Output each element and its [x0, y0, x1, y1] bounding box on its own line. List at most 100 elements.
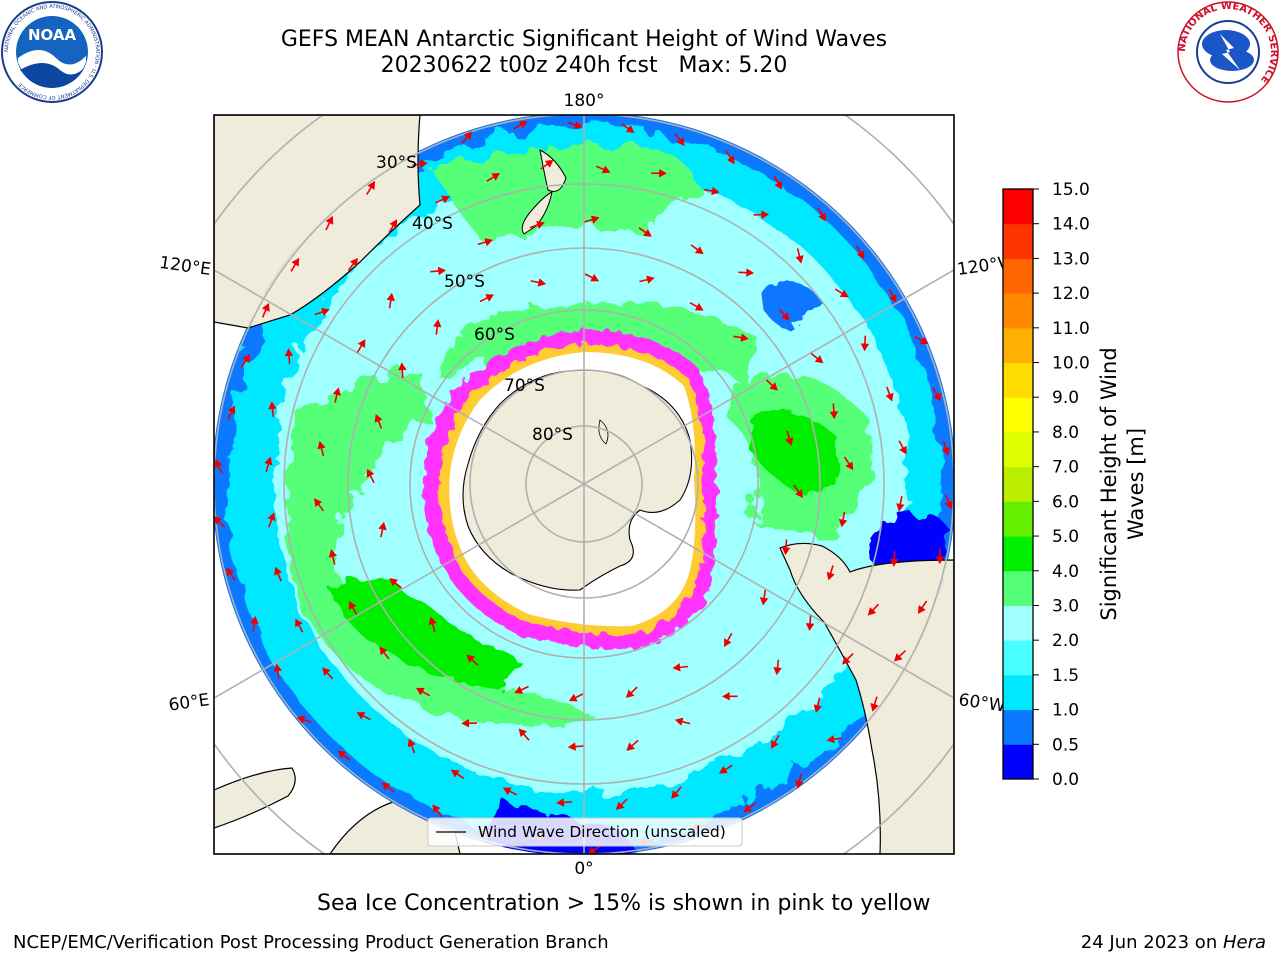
wave-arrow-head	[295, 618, 303, 628]
wave-arrow-head	[386, 292, 396, 302]
graticule	[214, 115, 954, 854]
wave-arrow-head	[672, 663, 681, 672]
wave-arrow-head	[332, 387, 341, 396]
wave-arrow-head	[839, 289, 849, 298]
colorbar-swatch	[1003, 640, 1033, 676]
wave-arrow-head	[250, 615, 259, 625]
wave-arrow-head	[356, 712, 366, 720]
wave-arrow-head	[389, 578, 398, 587]
wave-arrow-head	[867, 607, 877, 616]
wave-arrow-head	[461, 719, 470, 728]
colorbar-swatch	[1003, 709, 1033, 745]
noaa-logo: NATIONAL OCEANIC AND ATMOSPHERIC ADMINIS…	[1, 1, 103, 103]
colorbar-tick-label: 12.0	[1052, 284, 1090, 304]
wave-arrow-head	[398, 362, 407, 371]
colorbar-swatches	[1003, 189, 1033, 780]
wave-arrow-head	[694, 246, 704, 255]
wave-arrow-head	[502, 787, 512, 796]
wave-arrow-head	[646, 275, 655, 284]
lat-label-80s: 80°S	[532, 425, 573, 445]
wave-arrow-head	[567, 742, 576, 751]
wave-arrow-head	[463, 131, 472, 140]
colorbar-tick-label: 5.0	[1052, 527, 1079, 547]
wave-arrow-head	[419, 159, 428, 169]
wave-arrow-head	[659, 169, 667, 178]
wave-arrow-head	[556, 798, 565, 807]
wave-arrow-head	[568, 693, 578, 702]
wave-arrow-head	[349, 257, 359, 267]
wave-arrow-head	[795, 780, 804, 789]
lat-label-40s: 40°S	[412, 214, 453, 234]
colorbar-tick-label: 8.0	[1052, 423, 1079, 443]
wave-arrow-head	[826, 571, 835, 581]
map-frame	[213, 114, 955, 855]
wave-arrow-head	[573, 120, 583, 129]
colorbar-swatch	[1003, 293, 1033, 329]
lon-label-120e: 120°E	[158, 253, 212, 280]
wave-arrow-head	[829, 411, 839, 420]
colorbar-swatch	[1003, 466, 1033, 502]
wave-arrow-head	[374, 413, 383, 423]
colorbar-tick-label: 13.0	[1052, 249, 1090, 269]
colorbar-swatch	[1003, 605, 1033, 641]
colorbar-tick-label: 9.0	[1052, 388, 1079, 408]
wave-arrow-head	[773, 667, 782, 676]
wave-arrow-head	[676, 137, 685, 147]
wave-arrow-head	[814, 355, 824, 364]
wave-arrow-head	[890, 558, 899, 567]
wave-arrow-head	[214, 516, 223, 525]
wave-arrow-head	[441, 195, 451, 204]
wave-arrow-head	[381, 782, 391, 791]
wave-arrow-head	[261, 302, 270, 312]
wind-wave-arrows	[214, 120, 953, 854]
colorbar-tick-label: 14.0	[1052, 215, 1090, 235]
wave-arrow-head	[724, 638, 732, 648]
colorbar-tick-label: 4.0	[1052, 562, 1079, 582]
wave-arrow-head	[625, 689, 635, 698]
colorbar-swatch	[1003, 674, 1033, 711]
wave-arrow-head	[625, 125, 635, 133]
wave-arrow-head	[313, 498, 323, 508]
wave-arrow-head	[432, 804, 441, 814]
wave-arrow-head	[941, 446, 950, 456]
wave-arrow-head	[795, 489, 803, 499]
map-legend: Wind Wave Direction (unscaled)	[427, 817, 743, 847]
wave-arrow-head	[378, 521, 387, 531]
wave-arrow-head	[671, 790, 680, 799]
wave-arrow-head	[284, 348, 294, 357]
wave-arrow-head	[746, 268, 755, 277]
wave-arrow-head	[885, 392, 894, 402]
footer-date-text: 24 Jun 2023 on	[1080, 932, 1223, 953]
wave-arrow-head	[537, 278, 547, 287]
wave-arrow-head	[813, 704, 822, 713]
wave-arrow-head	[227, 405, 236, 415]
wave-arrow-head	[726, 155, 735, 165]
legend-label: Wind Wave Direction (unscaled)	[478, 823, 726, 841]
wave-arrow-head	[694, 303, 704, 311]
wave-arrow-head	[944, 500, 953, 510]
wave-arrow-head	[896, 503, 905, 512]
wave-arrow-head	[450, 769, 460, 778]
colorbar-swatch	[1003, 223, 1033, 259]
wave-arrow-head	[781, 312, 790, 321]
colorbar-swatch	[1003, 397, 1033, 433]
wave-arrow-head	[743, 804, 753, 813]
wave-arrow-head	[214, 459, 223, 469]
colorbar-tick-label: 1.5	[1052, 666, 1079, 686]
wave-arrow-head	[268, 401, 277, 410]
wave-arrow-head	[935, 556, 945, 565]
colorbar-tick-label: 6.0	[1052, 492, 1079, 512]
wave-arrow-head	[917, 605, 926, 614]
new-zealand	[521, 149, 567, 235]
wave-arrow-head	[291, 257, 300, 267]
wave-arrow-head	[785, 437, 794, 446]
wave-arrow-head	[317, 440, 326, 450]
wave-arrow-head	[348, 601, 357, 610]
colorbar-tick-label: 0.0	[1052, 770, 1079, 790]
wave-arrow-head	[264, 456, 273, 466]
colorbar-tick-label: 3.0	[1052, 596, 1079, 616]
colorbar: 0.0 0.5 1.0 1.5 2.0 3.0 4.0 5.0 6.0 7.0 8.0 9.0 10.0…	[1002, 180, 1148, 790]
wave-arrow-head	[771, 740, 779, 749]
wave-arrow-head	[514, 686, 524, 694]
wave-arrow-head	[838, 518, 848, 528]
